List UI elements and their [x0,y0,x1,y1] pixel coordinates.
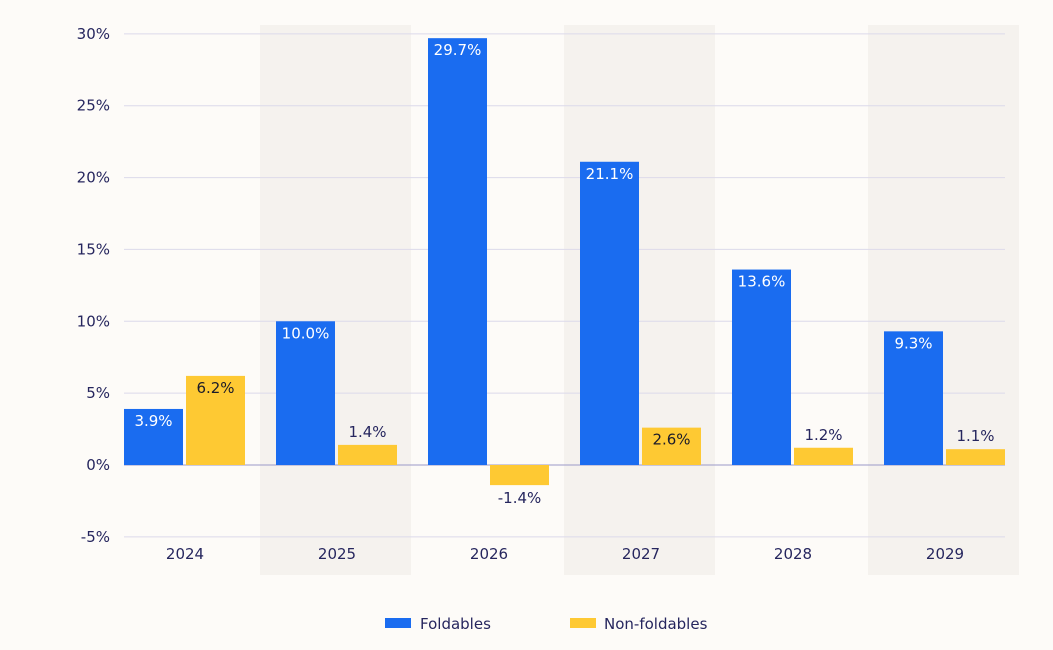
y-tick-label: 30% [77,25,110,43]
non-foldables-bar [794,447,853,465]
x-tick-label: 2028 [774,545,812,563]
non-foldables-bar [490,465,549,486]
foldables-bar [124,408,183,465]
data-label: 13.6% [738,273,786,291]
data-label: 10.0% [282,324,330,342]
data-label: 29.7% [434,41,482,59]
y-tick-label: 5% [86,384,110,402]
legend-swatch-foldables [385,618,411,628]
data-label: 1.1% [956,427,994,445]
non-foldables-bar [946,449,1005,465]
data-label: 9.3% [894,334,932,352]
data-label: 6.2% [196,379,234,397]
y-tick-label: 15% [77,240,110,258]
data-label: 21.1% [586,165,634,183]
foldables-bar [732,269,791,465]
data-label: 1.2% [804,426,842,444]
foldables-bar [580,161,639,465]
category-band [260,25,411,575]
legend-label-foldables: Foldables [420,615,491,633]
y-tick-label: 20% [77,169,110,187]
non-foldables-bar [642,427,701,465]
data-label: 3.9% [134,412,172,430]
legend-label-non-foldables: Non-foldables [604,615,708,633]
y-tick-label: 0% [86,456,110,474]
x-tick-label: 2025 [318,545,356,563]
foldables-bar [884,331,943,465]
data-label: -1.4% [498,489,542,507]
x-tick-label: 2027 [622,545,660,563]
foldables-bar [428,38,487,465]
data-label: 2.6% [652,431,690,449]
y-tick-label: 25% [77,97,110,115]
x-tick-label: 2024 [166,545,204,563]
x-tick-label: 2026 [470,545,508,563]
non-foldables-bar [338,444,397,465]
legend: Foldables Non-foldables [385,615,708,633]
x-tick-label: 2029 [926,545,964,563]
data-label: 1.4% [348,423,386,441]
category-band [868,25,1019,575]
y-tick-label: 10% [77,312,110,330]
foldables-bar [276,321,335,465]
y-tick-label: -5% [81,528,110,546]
legend-swatch-non-foldables [570,618,596,628]
non-foldables-bar [186,375,245,465]
